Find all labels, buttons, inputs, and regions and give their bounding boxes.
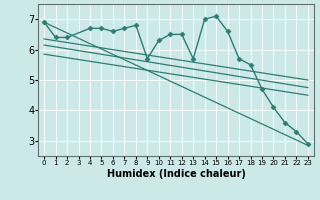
X-axis label: Humidex (Indice chaleur): Humidex (Indice chaleur) — [107, 169, 245, 179]
